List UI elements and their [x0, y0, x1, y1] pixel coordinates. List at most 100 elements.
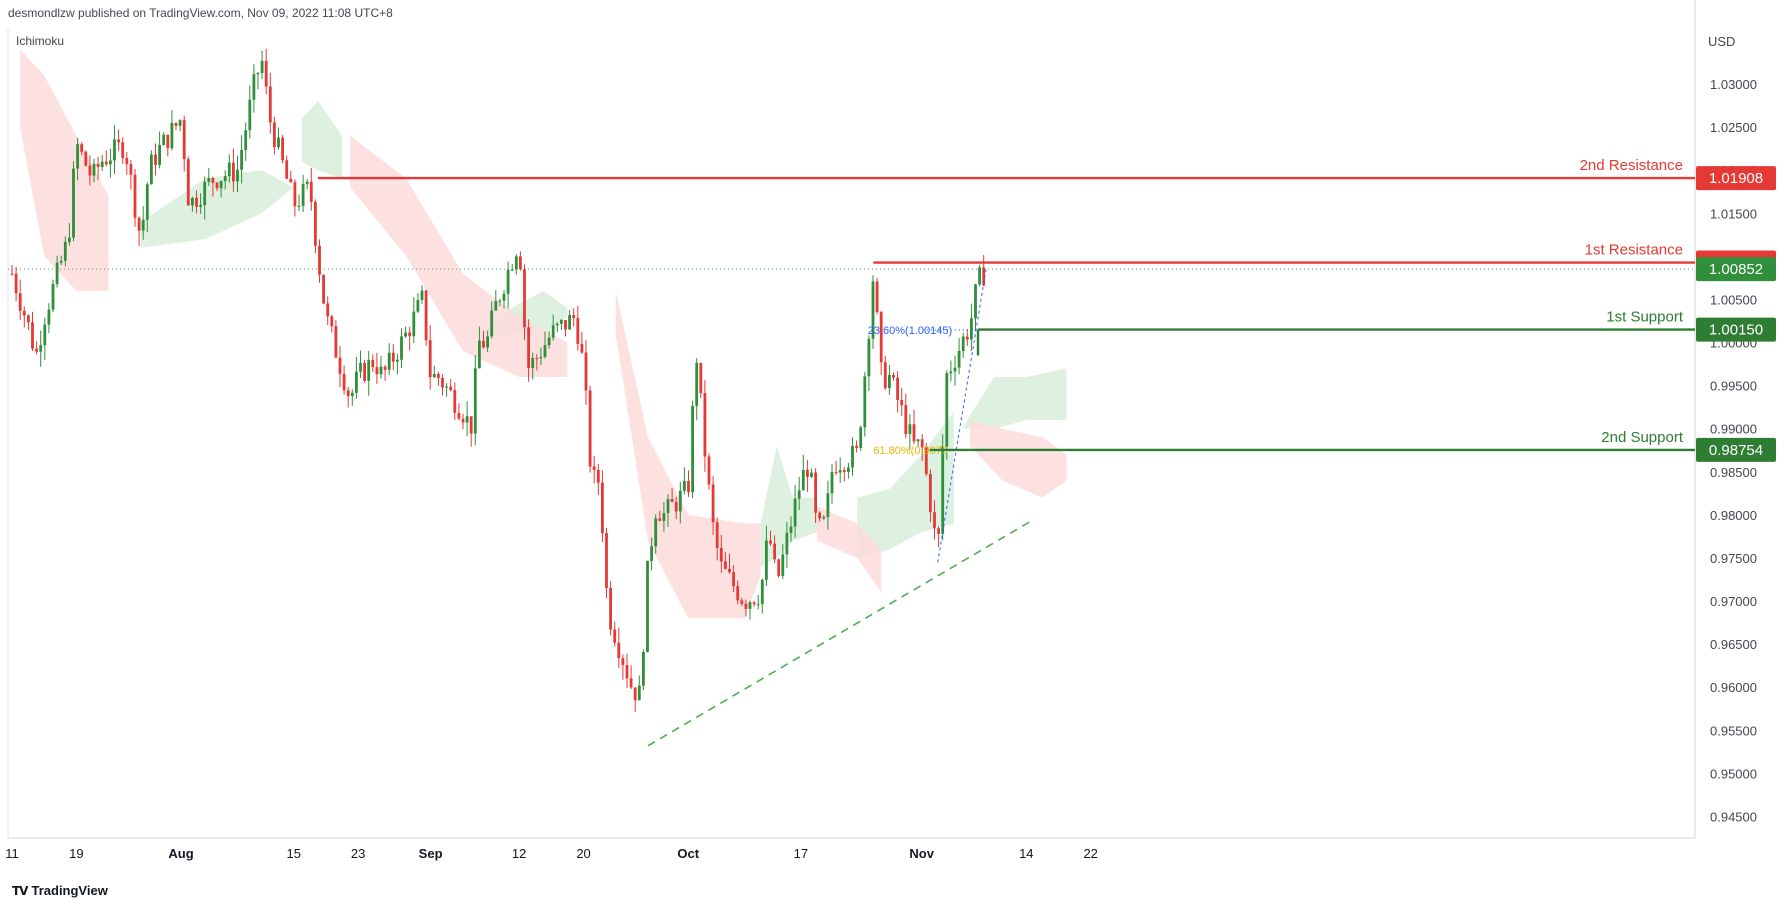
candle-body	[449, 386, 453, 391]
candle-body	[68, 237, 71, 242]
candle-body	[830, 472, 834, 494]
candle-body	[219, 181, 223, 189]
x-tick-label: 12	[512, 846, 526, 861]
candle-body	[232, 162, 235, 182]
candle-body	[490, 310, 494, 337]
candle-body	[814, 472, 817, 513]
candle-body	[584, 352, 588, 391]
candle-body	[506, 269, 510, 294]
cloud-bearish	[350, 135, 568, 377]
candle-body	[773, 543, 776, 560]
candle-body	[277, 137, 280, 148]
candle-body	[428, 340, 432, 378]
candle-body	[391, 352, 395, 362]
cloud-bearish	[615, 290, 761, 619]
candle-body	[765, 540, 768, 580]
level-lines[interactable]: 23.60%(1.00145) 61.80%(0.9875 2nd Resistan…	[317, 157, 1695, 747]
candle-body	[396, 359, 399, 362]
y-tick-label: 0.99000	[1710, 422, 1757, 437]
candle-body	[929, 473, 932, 513]
candle-body	[974, 284, 977, 319]
candle-body	[834, 472, 838, 474]
candle-body	[223, 176, 227, 182]
candle-body	[883, 362, 887, 389]
x-tick-label: 22	[1083, 846, 1097, 861]
candle-body	[174, 122, 178, 126]
candle-body	[617, 642, 621, 659]
candle-body	[904, 405, 908, 435]
candle-body	[625, 664, 629, 679]
candle-body	[88, 165, 92, 176]
candle-body	[211, 177, 215, 183]
candle-body	[601, 482, 604, 534]
candle-body	[47, 309, 51, 325]
candle-body	[486, 336, 489, 348]
candle-body	[350, 392, 354, 397]
candle-body	[642, 652, 645, 686]
candle-body	[633, 687, 637, 701]
candle-body	[822, 517, 826, 519]
candle-body	[346, 390, 350, 397]
tradingview-logo-icon: TV	[12, 883, 29, 898]
candle-body	[539, 357, 543, 359]
candle-body	[674, 501, 678, 512]
candle-body	[244, 130, 248, 150]
x-tick-label: 19	[69, 846, 83, 861]
candle-body	[711, 484, 715, 523]
candle-body	[510, 269, 514, 271]
x-tick-label: 20	[576, 846, 590, 861]
candle-body	[182, 120, 186, 160]
candle-body	[191, 197, 194, 206]
candle-body	[125, 158, 129, 165]
candle-body	[104, 161, 108, 165]
candle-body	[629, 678, 633, 688]
x-tick-label: Sep	[419, 846, 443, 861]
candle-body	[186, 159, 190, 206]
support-label: 2nd Support	[1601, 429, 1684, 446]
candle-body	[970, 318, 973, 340]
candle-body	[658, 518, 662, 521]
cloud-bearish	[20, 49, 109, 291]
candle-body	[117, 139, 120, 143]
candle-body	[482, 340, 485, 348]
candle-body	[478, 340, 481, 369]
candle-body	[408, 332, 412, 337]
candle-body	[96, 163, 100, 167]
fib-618-label: 61.80%(0.9875	[873, 445, 948, 457]
candle-body	[72, 168, 75, 238]
candles[interactable]	[10, 48, 986, 712]
candle-body	[847, 467, 850, 473]
candle-body	[359, 362, 362, 372]
candle-body	[441, 377, 444, 388]
candle-body	[736, 586, 740, 601]
candle-body	[445, 386, 448, 388]
tradingview-brand[interactable]: TV TradingView	[12, 883, 108, 898]
candle-body	[59, 260, 63, 263]
candle-body	[941, 446, 945, 534]
candle-body	[330, 316, 334, 327]
x-axis[interactable]: 11 19 Aug 15 23 Sep 12 20 Oct 17 Nov 14 22	[5, 846, 1098, 861]
candle-body	[547, 337, 551, 346]
candle-body	[498, 300, 502, 302]
x-tick-label: 15	[287, 846, 301, 861]
candle-body	[900, 399, 904, 406]
candle-body	[785, 532, 789, 555]
candle-body	[957, 351, 961, 368]
candle-body	[432, 374, 436, 378]
indicator-name[interactable]: Ichimoku	[16, 34, 65, 48]
candle-body	[437, 374, 440, 378]
candle-body	[531, 358, 535, 368]
candle-body	[273, 122, 276, 148]
candle-body	[637, 685, 641, 701]
candle-body	[199, 205, 202, 207]
candle-body	[699, 362, 703, 394]
candle-body	[756, 604, 760, 606]
candle-body	[588, 390, 592, 467]
candle-body	[264, 60, 268, 87]
candle-body	[863, 376, 867, 428]
support-badge-bg	[1696, 317, 1776, 342]
candle-body	[867, 338, 871, 377]
candle-body	[416, 299, 420, 312]
